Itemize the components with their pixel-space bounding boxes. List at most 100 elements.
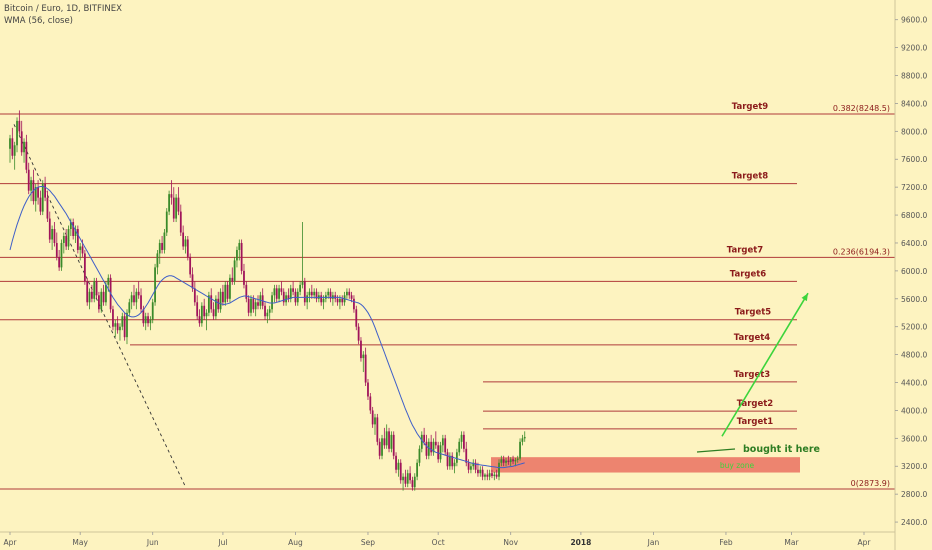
candle-body [409,473,411,481]
candle-body [322,298,325,303]
candle-body [392,434,395,456]
candle-body [425,441,428,456]
time-tick-label: Jul [217,538,227,547]
candle-body [149,319,152,324]
candle-body [516,458,519,460]
candle-body [374,417,376,425]
candle-body [397,462,400,470]
candle-body [509,459,512,463]
target-label: Target1 [737,417,774,427]
candle-body [507,460,510,463]
candle-body [51,229,54,240]
candles [9,110,526,491]
candle-body [189,256,192,275]
candle-body [441,438,444,446]
symbol-title: Bitcoin / Euro, 1D, BITFINEX [4,4,122,14]
candle-body [313,291,316,296]
candle-body [484,474,486,477]
candle-body [399,462,402,481]
candle-body [355,309,358,327]
candle-body [458,441,461,453]
candle-body [193,288,196,303]
candle-body [198,316,201,324]
candle-body [434,441,437,446]
candle-body [20,131,23,153]
candle-body [135,291,138,303]
target-label: Target9 [732,102,769,112]
candle-body [76,229,79,250]
candle-body [151,302,154,320]
candle-body [432,441,435,453]
candle-body [315,291,318,299]
candle-body [378,441,381,456]
candle-body [210,295,213,310]
candle-body [168,194,171,212]
candle-body [44,183,46,198]
candle-body [114,323,117,327]
candle-body [13,145,16,156]
candle-body [439,445,442,460]
arrow-head [801,293,808,302]
candle-body [245,284,248,299]
candle-body [27,169,30,191]
candle-body [30,180,32,191]
candle-body [238,242,241,250]
candle-body [243,270,245,285]
price-tick-label: 9600.0 [901,16,927,25]
candle-body [486,474,489,477]
candle-body [11,138,14,156]
candle-body [130,295,133,303]
time-tick-label: Aug [288,538,303,547]
candle-body [275,288,278,299]
support-zone-rect [491,457,800,473]
price-tick-label: 5200.0 [901,323,927,332]
candle-body [498,462,500,477]
price-tick-label: 4800.0 [901,351,927,360]
price-tick-label: 2400.0 [901,518,927,527]
target-levels: Target9 0.382(8248.5) Target8 Target7 0.236(… [0,102,895,490]
candle-body [137,291,140,296]
candle-body [86,281,89,303]
candle-body [133,295,135,303]
candle-body [179,211,182,233]
time-tick-label: Jun [146,538,159,547]
candle-body [250,298,252,313]
price-tick-label: 7600.0 [901,155,927,164]
candle-body [90,291,93,299]
candle-body [53,229,56,243]
candle-body [521,438,524,442]
time-tick-label: Jan [647,538,660,547]
candle-body [18,120,21,132]
annotation-text: bought it here [743,444,820,455]
time-axis[interactable]: Apr May Jun Jul Aug Sep Oct Nov 2018 Jan Feb Mar Apr [0,531,895,547]
price-axis[interactable]: 2400.0 2800.0 3200.0 3600.0 4000.0 4400.0 4800… [894,0,927,550]
target-label: Target2 [737,399,774,409]
fib-label: 0.236(6194.3) [833,247,890,256]
candle-body [357,326,360,341]
candle-body [423,434,426,442]
candle-body [491,473,493,477]
candle-body [299,284,302,292]
candle-body [292,288,295,292]
candle-body [147,316,149,324]
candle-body [203,305,206,317]
candle-body [271,295,273,310]
price-tick-label: 5600.0 [901,295,927,304]
candle-body [69,222,72,230]
price-tick-label: 4000.0 [901,406,927,415]
candle-body [81,246,84,254]
projection-arrow [721,292,809,437]
price-tick-label: 3600.0 [901,434,927,443]
candle-body [367,382,369,397]
candle-body [430,441,433,453]
time-tick-label: Sep [361,538,375,547]
candle-body [488,473,491,477]
candle-body [514,459,517,462]
pointer-line [696,448,736,453]
target-label: Target4 [734,333,771,343]
candle-body [519,441,521,459]
candle-body [353,298,355,310]
candle-body [282,291,285,303]
price-tick-label: 2800.0 [901,490,927,499]
